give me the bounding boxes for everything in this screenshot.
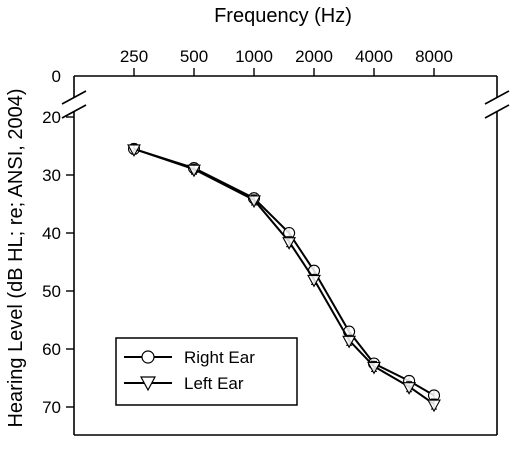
data-point-left-ear [402,382,417,395]
legend-box [115,337,298,406]
legend-label-right-ear: Right Ear [184,348,255,367]
data-point-left-ear [187,164,201,178]
y-tick-label: 40 [42,224,61,243]
data-point-left-ear [247,195,261,209]
y-tick-label: 60 [42,340,61,359]
axis-break-mark-right-1 [484,90,510,105]
x-ticks: 250 500 1000 2000 4000 8000 [120,47,453,76]
x-tick-label: 8000 [415,47,453,66]
y-ticks: 0 20 30 40 50 60 70 [42,67,74,417]
data-point-left-ear [127,144,141,158]
plot-frame [61,75,510,436]
x-tick-label: 500 [180,47,208,66]
y-axis-title: Hearing Level (dB HL; re; ANSI, 2004) [5,88,27,427]
y-tick-label: 30 [42,166,61,185]
x-tick-label: 2000 [295,47,333,66]
axis-break-mark-left-1 [61,90,87,105]
x-tick-label: 1000 [235,47,273,66]
x-tick-label: 4000 [355,47,393,66]
axis-break-mark-left-2 [61,104,87,119]
data-point-left-ear [367,361,381,375]
axis-break-mark-right-2 [484,104,510,119]
data-point-left-ear [342,335,357,349]
y-tick-label: 70 [42,398,61,417]
x-tick-label: 250 [120,47,148,66]
data-point-left-ear [427,399,441,413]
legend-label-left-ear: Left Ear [184,374,244,393]
y-tick-label: 20 [42,108,61,127]
legend: Right Ear Left Ear [115,337,298,406]
y-tick-label: 0 [52,67,61,86]
series-group [127,142,441,413]
legend-marker-left-ear [139,376,157,392]
x-axis-title: Frequency (Hz) [214,5,352,27]
data-point-left-ear [307,274,321,288]
data-point-left-ear [282,237,297,250]
legend-marker-right-ear [141,350,155,364]
y-tick-label: 50 [42,282,61,301]
